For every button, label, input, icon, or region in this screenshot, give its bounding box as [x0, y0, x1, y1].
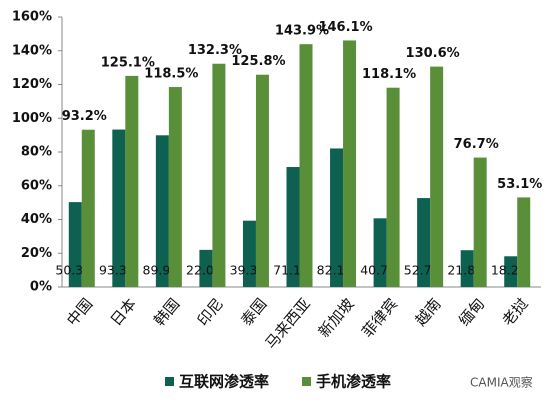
bar [299, 44, 313, 288]
bar [112, 129, 126, 287]
value-label: 53.1% [497, 177, 542, 192]
bar [125, 75, 139, 287]
y-tick-label: 80% [21, 145, 52, 160]
value-label: 118.1% [362, 67, 416, 82]
x-tick-label: 越南 [412, 295, 445, 330]
bar [473, 157, 487, 287]
x-tick-label: 韩国 [150, 295, 183, 330]
legend-label: 互联网渗透率 [179, 373, 269, 391]
bar [330, 148, 344, 287]
bar [343, 40, 357, 287]
watermark: CAMIA观察 [470, 376, 533, 390]
bar [430, 66, 444, 287]
y-tick-label: 40% [21, 212, 52, 227]
value-label: 93.2% [62, 109, 107, 124]
bar [386, 87, 400, 287]
value-label: 118.5% [144, 67, 198, 82]
value-label: 146.1% [318, 20, 372, 35]
legend-label: 手机渗透率 [316, 373, 391, 391]
value-label: 125.1% [101, 55, 155, 70]
x-tick-label: 日本 [107, 295, 140, 330]
bar [212, 63, 226, 288]
value-label: 130.6% [406, 46, 460, 61]
bar [373, 218, 387, 287]
bar [504, 256, 518, 287]
legend-swatch [302, 377, 311, 386]
y-tick-label: 60% [21, 178, 52, 193]
x-tick-label: 老挝 [499, 295, 532, 330]
y-tick-label: 140% [12, 43, 52, 58]
bar [255, 74, 269, 288]
value-label: 143.9% [275, 24, 329, 39]
x-tick-label: 印尼 [194, 295, 227, 330]
value-label: 76.7% [454, 137, 499, 152]
y-tick-label: 20% [21, 246, 52, 261]
y-tick-label: 0% [30, 280, 52, 295]
bar [68, 202, 82, 287]
value-label: 132.3% [188, 43, 242, 58]
legend-swatch [165, 377, 174, 386]
bar [286, 167, 300, 287]
y-tick-label: 100% [12, 111, 52, 126]
y-tick-label: 120% [12, 77, 52, 92]
bar [517, 197, 531, 287]
x-tick-label: 马来西亚 [262, 295, 314, 353]
x-tick-label: 中国 [63, 295, 96, 330]
x-tick-label: 菲律宾 [358, 295, 401, 341]
bar [168, 87, 182, 287]
bar [417, 198, 431, 287]
bar [155, 135, 169, 287]
bar [81, 129, 95, 287]
x-tick-label: 缅甸 [455, 295, 488, 330]
x-tick-label: 泰国 [237, 295, 270, 330]
bar [242, 220, 256, 287]
y-tick-label: 160% [12, 10, 52, 25]
x-tick-label: 新加坡 [315, 295, 358, 341]
value-label: 125.8% [231, 54, 285, 69]
bar [199, 249, 213, 287]
bar [460, 250, 474, 287]
